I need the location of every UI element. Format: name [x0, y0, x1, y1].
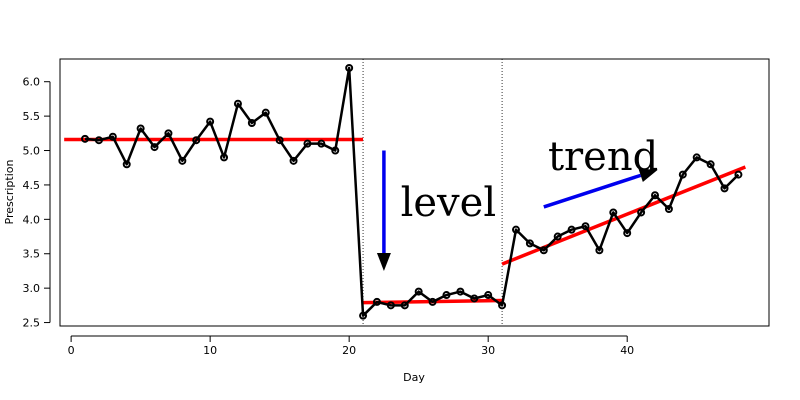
data-point — [567, 225, 576, 234]
data-point — [581, 222, 590, 231]
data-point — [511, 225, 520, 234]
x-tick-label: 20 — [342, 344, 356, 357]
data-point — [331, 146, 340, 155]
plot-frame — [59, 58, 770, 327]
data-point — [623, 229, 632, 238]
data-point — [136, 124, 145, 133]
y-tick-label: 4.5 — [23, 179, 41, 192]
annotation-level: level — [401, 180, 497, 226]
y-tick-label: 4.0 — [23, 213, 41, 226]
y-tick-label: 3.0 — [23, 282, 41, 295]
x-tick-label: 30 — [481, 344, 495, 357]
data-point — [609, 208, 618, 217]
data-point — [720, 184, 729, 193]
y-tick-label: 3.5 — [23, 248, 41, 261]
data-point — [456, 287, 465, 296]
arrow-head — [638, 168, 658, 183]
data-point — [637, 208, 646, 217]
arrow-shaft — [543, 173, 642, 209]
data-point — [664, 205, 673, 214]
data-point — [525, 239, 534, 248]
x-tick-label: 40 — [620, 344, 634, 357]
data-point — [289, 156, 298, 165]
y-tick-label: 5.5 — [23, 110, 41, 123]
data-point — [359, 311, 368, 320]
data-point — [81, 134, 90, 143]
x-tick-label: 0 — [68, 344, 75, 357]
data-point — [372, 297, 381, 306]
data-point — [275, 136, 284, 145]
x-axis-title: Day — [403, 371, 425, 384]
data-point — [706, 160, 715, 169]
data-point — [692, 153, 701, 162]
annotation-arrows — [376, 150, 658, 271]
data-point — [192, 136, 201, 145]
data-point — [122, 160, 131, 169]
interruption-lines — [362, 59, 503, 326]
data-point — [539, 246, 548, 255]
series-line — [84, 66, 740, 317]
arrow-head — [376, 252, 391, 271]
data-point — [678, 170, 687, 179]
data-point — [220, 153, 229, 162]
data-point — [261, 108, 270, 117]
data-point — [108, 132, 117, 141]
y-tick-label: 6.0 — [23, 76, 41, 89]
data-point — [414, 287, 423, 296]
data-point — [428, 297, 437, 306]
data-point — [206, 117, 215, 126]
data-point — [651, 191, 660, 200]
data-point — [595, 246, 604, 255]
y-axis-title: Prescription — [3, 160, 16, 225]
data-point — [247, 118, 256, 127]
data-point — [150, 143, 159, 152]
data-point — [442, 291, 451, 300]
data-point — [164, 129, 173, 138]
annotations: level trend — [401, 134, 659, 226]
x-tick-label: 10 — [203, 344, 217, 357]
y-tick-label: 5.0 — [23, 145, 41, 158]
data-point — [94, 136, 103, 145]
y-tick-label: 2.5 — [23, 317, 41, 330]
data-point — [734, 170, 743, 179]
annotation-trend: trend — [548, 134, 658, 180]
data-point — [345, 63, 354, 72]
data-point — [400, 301, 409, 310]
data-point — [470, 294, 479, 303]
data-point — [233, 99, 242, 108]
data-point — [553, 232, 562, 241]
data-point — [317, 139, 326, 148]
data-point — [484, 291, 493, 300]
data-point — [303, 139, 312, 148]
data-series — [81, 63, 743, 320]
x-axis: 0 10 20 30 40 — [68, 335, 634, 357]
data-point — [178, 156, 187, 165]
data-point — [386, 301, 395, 310]
data-point — [498, 301, 507, 310]
y-axis: 2.5 3.0 3.5 4.0 4.5 5.0 5.5 6.0 — [23, 76, 51, 330]
